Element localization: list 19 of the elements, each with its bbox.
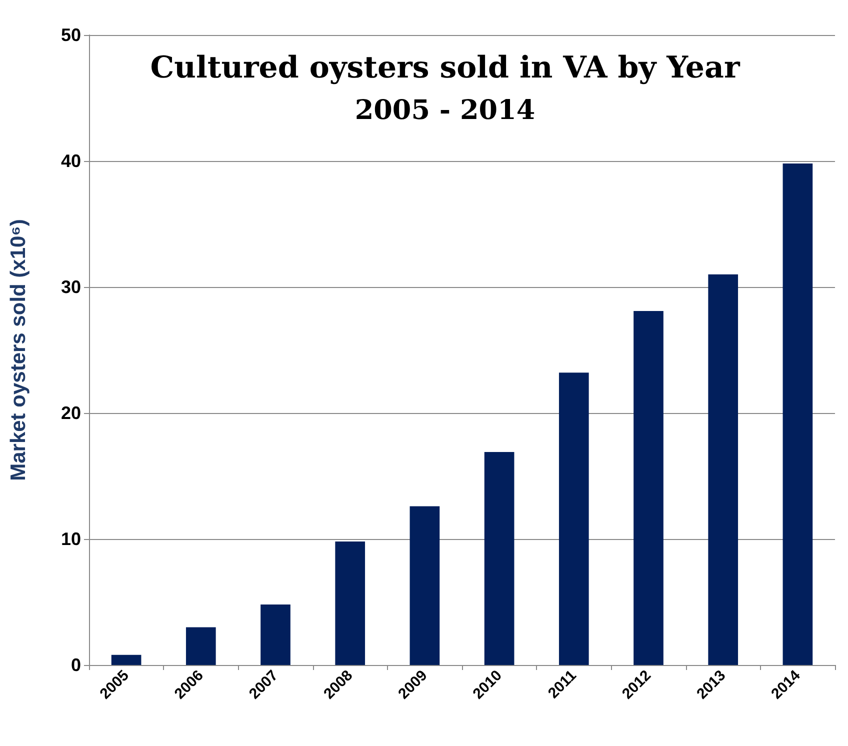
y-tick-label: 10: [60, 529, 81, 549]
bar: [186, 627, 216, 665]
bar: [782, 164, 813, 665]
y-tick-label: 40: [60, 151, 81, 171]
y-tick-label: 50: [60, 25, 81, 45]
text: 2005 - 2014: [354, 95, 536, 126]
text: Cultured oysters sold in VA by Year: [150, 50, 741, 86]
bar: [634, 310, 664, 665]
y-tick-label: 0: [70, 655, 81, 675]
y-tick-label: 20: [60, 403, 81, 423]
y-axis-title: Market oysters sold (x10⁶): [7, 219, 30, 481]
bar: [558, 372, 589, 665]
bar: [708, 274, 738, 665]
bar: [410, 506, 440, 665]
bar: [111, 654, 142, 665]
y-tick-label: 30: [60, 277, 81, 297]
bar: [260, 604, 290, 665]
bar: [335, 542, 366, 665]
bar: [484, 452, 514, 665]
